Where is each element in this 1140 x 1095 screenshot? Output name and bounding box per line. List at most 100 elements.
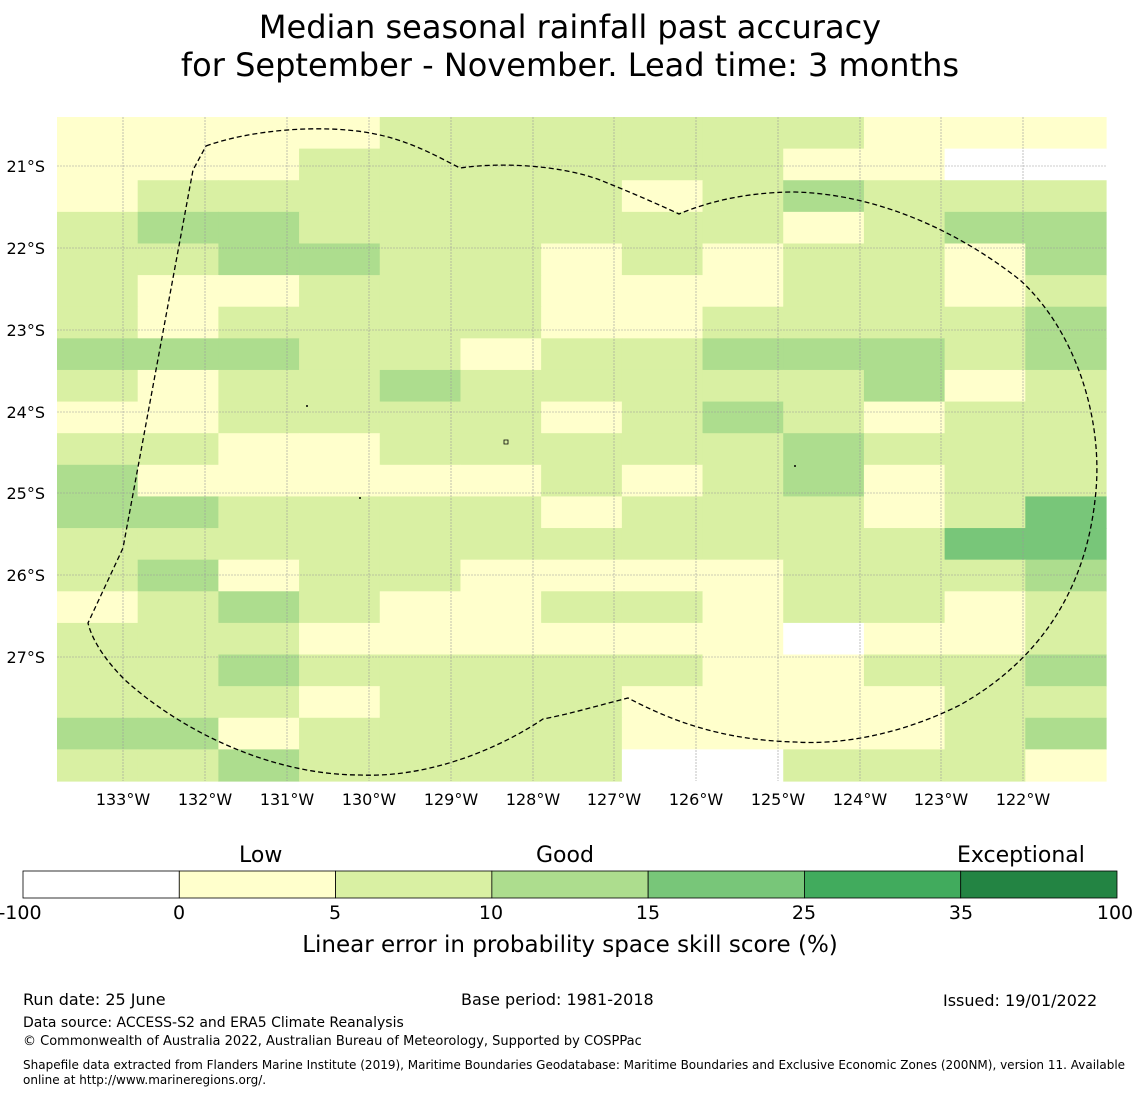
grid-cell [460, 180, 542, 213]
grid-cell [379, 717, 462, 750]
grid-cell [379, 496, 462, 529]
grid-cell [379, 369, 462, 403]
grid-cell [863, 622, 946, 656]
grid-cell [541, 591, 623, 624]
grid-cell [379, 211, 462, 245]
grid-cell [621, 559, 704, 592]
grid-cell [137, 686, 219, 719]
grid-cell [863, 591, 946, 624]
grid-cell [299, 243, 381, 276]
grid-cell [218, 338, 300, 371]
grid-cell [57, 180, 139, 213]
grid-cell [57, 306, 139, 339]
colorbar-category-good: Good [536, 843, 594, 868]
grid-cell [460, 401, 542, 434]
grid-cell [57, 749, 139, 782]
grid-cell [57, 686, 139, 719]
grid-cell [379, 464, 462, 498]
grid-cell [621, 654, 704, 687]
island-mark [359, 497, 361, 499]
grid-cell [863, 306, 946, 339]
grid-cell [1025, 275, 1107, 308]
grid-cell [218, 433, 300, 466]
grid-cell [460, 275, 542, 308]
grid-cell [218, 654, 300, 687]
grid-cell [541, 338, 623, 371]
grid-cell [57, 338, 139, 371]
grid-cell [783, 496, 865, 529]
grid-cell [863, 180, 946, 213]
base-period: Base period: 1981-2018 [461, 990, 654, 1009]
grid-cell [863, 496, 946, 529]
grid-cell [541, 464, 623, 498]
grid-cell [379, 117, 462, 150]
grid-cell [460, 433, 542, 466]
grid-cell [299, 717, 381, 750]
grid-cell [702, 654, 784, 687]
grid-cell [944, 180, 1026, 213]
grid-cell [299, 211, 381, 245]
latitude-labels: 21°S 22°S 23°S 24°S 25°S 26°S 27°S [6, 157, 45, 667]
grid-cell [863, 338, 946, 371]
grid-cell [299, 401, 381, 434]
grid-cell [863, 654, 946, 687]
grid-cell [541, 243, 623, 276]
longitude-label: 125°W [751, 790, 806, 809]
grid-cell [137, 496, 219, 529]
grid-cell [137, 717, 219, 750]
latitude-label: 23°S [6, 321, 45, 340]
grid-cell [783, 622, 865, 656]
grid-cell [621, 369, 704, 403]
grid-cell [702, 180, 784, 213]
grid-cell [944, 496, 1026, 529]
grid-cell [299, 622, 381, 656]
grid-cell [944, 401, 1026, 434]
grid-cell [57, 243, 139, 276]
grid-cell [460, 464, 542, 498]
grid-cell [460, 243, 542, 276]
grid-cell [621, 148, 704, 181]
grid-cell [299, 369, 381, 403]
longitude-label: 127°W [587, 790, 642, 809]
grid-cell [218, 749, 300, 782]
grid-cell [57, 117, 139, 150]
grid-cell [783, 148, 865, 181]
grid-cell [218, 591, 300, 624]
grid-cell [863, 528, 946, 561]
colorbar-tick: 35 [948, 902, 974, 924]
grid-cell [1025, 338, 1107, 371]
grid-cell [1025, 717, 1107, 750]
longitude-label: 131°W [260, 790, 315, 809]
grid-cell [1025, 622, 1107, 656]
grid-cell [944, 338, 1026, 371]
grid-cell [218, 275, 300, 308]
grid-cell [1025, 117, 1107, 150]
grid-cell [863, 211, 946, 245]
grid-cell [460, 306, 542, 339]
grid-cell [137, 433, 219, 466]
grid-cell [541, 180, 623, 213]
grid-cell [621, 749, 704, 782]
grid-cell [299, 559, 381, 592]
grid-cell [783, 243, 865, 276]
grid-cell [218, 686, 300, 719]
grid-cell [137, 622, 219, 656]
grid-cell [621, 211, 704, 245]
grid-cell [379, 275, 462, 308]
grid-cell [460, 117, 542, 150]
skill-grid [57, 117, 1107, 782]
grid-cell [863, 464, 946, 498]
grid-cell [218, 401, 300, 434]
grid-cell [541, 211, 623, 245]
grid-cell [621, 180, 704, 213]
grid-cell [944, 306, 1026, 339]
grid-cell [541, 433, 623, 466]
grid-cell [1025, 464, 1107, 498]
grid-cell [702, 749, 784, 782]
longitude-label: 128°W [506, 790, 561, 809]
grid-cell [621, 433, 704, 466]
grid-cell [379, 686, 462, 719]
grid-cell [541, 654, 623, 687]
grid-cell [1025, 306, 1107, 339]
graticule [57, 117, 1106, 781]
